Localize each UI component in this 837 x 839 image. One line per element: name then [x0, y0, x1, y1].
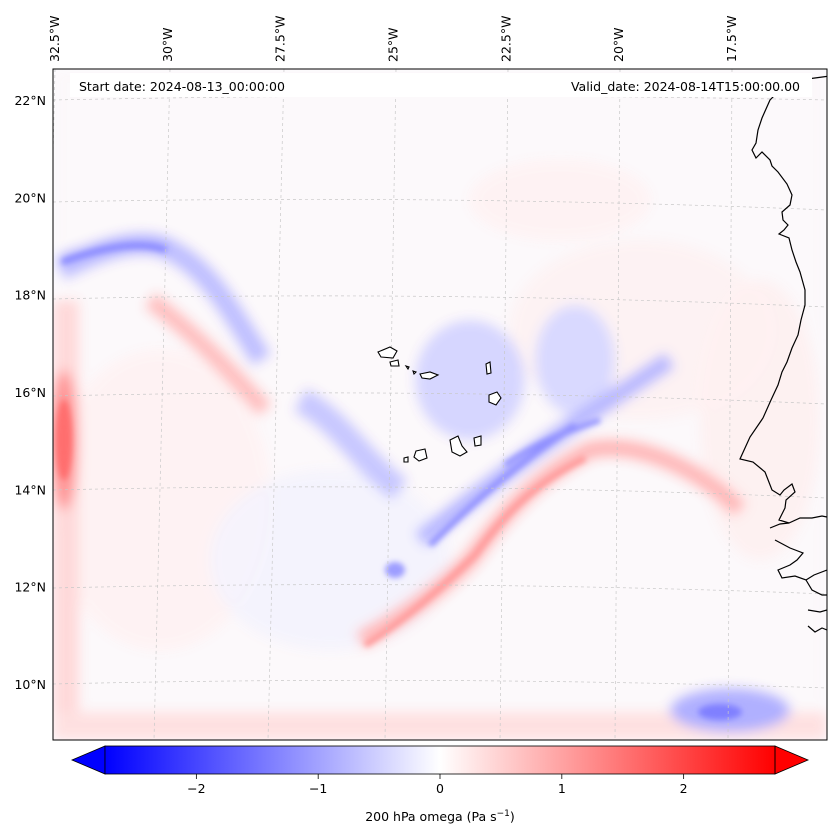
latitude-label: 16°N [14, 385, 46, 400]
longitude-label: 32.5°W [47, 16, 62, 62]
omega-field [53, 69, 827, 740]
longitude-label: 17.5°W [724, 16, 739, 62]
start-date-label: Start date: 2024-08-13_00:00:00 [79, 79, 285, 94]
colorbar-ticks: −2 −1 0 1 2 [187, 774, 688, 796]
colorbar-tick-label: 1 [558, 781, 566, 796]
latitude-labels: 22°N 20°N 18°N 16°N 14°N 12°N 10°N [14, 93, 46, 692]
longitude-label: 20°W [611, 27, 626, 62]
colorbar: −2 −1 0 1 2 200 hPa omega (Pa s−1) [70, 745, 810, 824]
latitude-label: 20°N [14, 190, 46, 205]
latitude-label: 10°N [14, 677, 46, 692]
colorbar-gradient [105, 746, 775, 774]
valid-date-label: Valid_date: 2024-08-14T15:00:00.00 [571, 79, 800, 94]
longitude-labels: 32.5°W 30°W 27.5°W 25°W 22.5°W 20°W 17.5°W [47, 16, 739, 62]
graticule [53, 69, 827, 740]
colorbar-tick-label: 2 [680, 781, 688, 796]
header-banner [70, 73, 812, 97]
colorbar-tick-label: −2 [187, 781, 205, 796]
colorbar-tick-label: −1 [309, 781, 327, 796]
longitude-label: 30°W [160, 27, 175, 62]
longitude-label: 22.5°W [498, 16, 513, 62]
latitude-label: 12°N [14, 580, 46, 595]
colorbar-low-extension [70, 745, 106, 775]
cape-verde-islands [377, 346, 502, 463]
map-frame [52, 68, 828, 741]
latitude-label: 14°N [14, 482, 46, 497]
colorbar-high-extension [774, 745, 810, 775]
longitude-label: 27.5°W [273, 16, 288, 62]
africa-coastline [739, 75, 827, 633]
map-panel [53, 69, 827, 740]
latitude-label: 22°N [14, 93, 46, 108]
colorbar-label: 200 hPa omega (Pa s−1) [365, 809, 515, 824]
longitude-label: 25°W [386, 27, 401, 62]
latitude-label: 18°N [14, 288, 46, 303]
colorbar-tick-label: 0 [436, 781, 444, 796]
